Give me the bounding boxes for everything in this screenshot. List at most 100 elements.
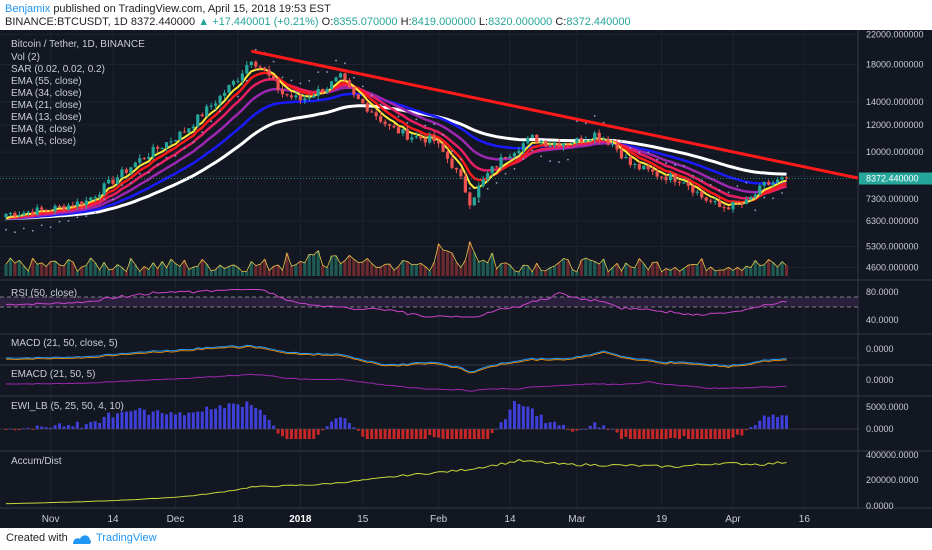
volume-bar [731,270,735,276]
candles [0,60,858,221]
volume-bar [44,266,48,276]
ewi-bar [776,417,780,429]
candle [312,95,316,98]
sar-dot [138,172,141,175]
candle [258,66,262,68]
sar-dot [468,187,471,190]
sar-dot [665,162,667,165]
sar-dot [379,103,382,106]
volume-bar [374,267,378,276]
ema-lines [5,68,787,221]
volume-bar [329,255,334,276]
ewi-bar [392,429,396,439]
sar-dot [317,71,320,74]
volume-bar [325,267,329,276]
main-legend: Bitcoin / Tether, 1D, BINANCE Vol (2) SA… [11,39,145,147]
ewi-bar [544,423,548,429]
ewi-bar [89,421,93,429]
volume-bar [633,267,637,276]
ewi-bar [593,422,597,429]
sar-dot [290,79,293,82]
volume-bar [437,244,441,276]
candle [512,153,517,157]
candle [704,197,708,201]
ewi-bar [655,429,659,439]
sar-dot [584,122,587,125]
candle [80,201,84,206]
ewi-bar [535,416,539,429]
candle [182,131,186,133]
legend-title: Bitcoin / Tether, 1D, BINANCE [11,39,145,50]
volume-bar [535,263,539,276]
volume-bar [147,269,151,276]
ewi-bar [472,429,476,439]
sar-dot [67,220,70,222]
sar-dot [228,99,230,102]
ewi-bar [53,425,57,429]
ewi-bar [178,412,182,429]
volume-bar [646,269,650,276]
chart-canvas[interactable]: 22000.000000 18000.000000 14000.000000 1200… [0,30,932,528]
volume-bar [84,265,88,276]
ewi-bar [200,411,204,429]
candle [726,207,731,210]
sar-dot [602,121,605,124]
sar-dot [121,184,123,187]
volume-bar [655,262,659,276]
price-tick-label: 12000.000000 [866,120,924,130]
ewi-bar [80,427,84,429]
time-tick-label: Apr [725,514,741,525]
sar-dot [504,172,507,175]
volume-bars [4,240,789,276]
sar-dot [40,224,43,227]
legend-item-ema13: EMA (13, close) [11,112,82,123]
ewi-bar [35,425,39,429]
volume-ma-line [5,240,787,273]
ewi-bar [330,421,334,429]
sar-dot [272,60,275,63]
candle [575,138,579,143]
sar-dot [183,147,186,150]
symbol-label: BINANCE:BTCUSDT, 1D [5,16,128,28]
ewi-bar [240,406,244,429]
volume-bar [111,269,115,276]
ewi-bar [633,429,637,439]
candle [40,207,44,210]
candle [642,165,646,170]
volume-bar [249,261,253,276]
price-tick-label: 10000.000000 [866,147,924,157]
volume-bar [209,270,213,276]
volume-bar [138,271,142,276]
sar-dot [344,62,346,65]
author-link[interactable]: Benjamix [5,3,51,15]
volume-bar [405,261,409,276]
sar-dot [567,158,569,161]
candle [731,201,735,210]
candle [619,149,624,159]
trendline[interactable] [250,49,859,180]
volume-bar [75,271,79,276]
volume-bar [566,259,570,276]
candle [570,142,575,144]
emacd-pane [5,373,787,392]
price-tick-label: 5300.000000 [866,242,919,252]
ewi-bar [682,429,686,437]
candle [593,132,597,141]
ewi-bar [129,411,133,429]
ewi-bar [419,429,423,439]
ewi-pane [0,401,858,439]
sar-dot [14,231,16,234]
candle [231,80,236,85]
ewi-bar [410,429,414,439]
candle [588,140,592,142]
volume-bar [352,259,356,276]
ewi-bar [31,429,35,430]
candle [102,183,106,195]
volume-bar [294,264,298,276]
sar-dot [638,151,641,154]
volume-bar [597,264,601,276]
time-tick-label: Mar [568,514,586,525]
candle [26,211,30,213]
tradingview-brand-link[interactable]: TradingView [96,532,157,544]
candle [280,89,285,95]
